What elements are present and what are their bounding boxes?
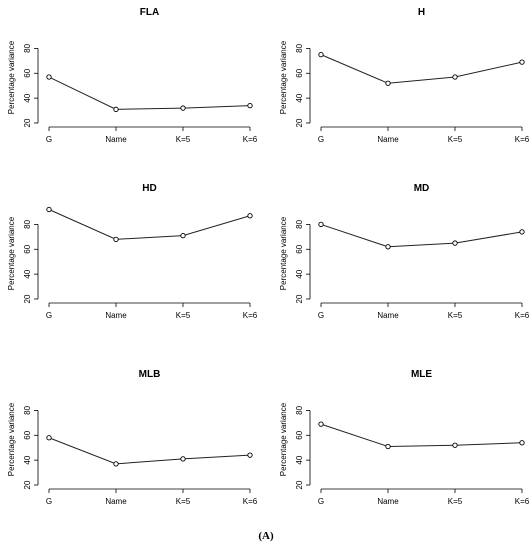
series-line [320,54,523,84]
y-tick-label: 80 [23,43,32,52]
chart-title: HD [142,183,156,194]
data-point [46,206,52,213]
data-point [113,106,119,112]
y-tick-label: 80 [23,219,32,228]
x-tick-label: K=6 [243,135,258,144]
chart-title: H [418,7,425,18]
x-tick-label: K=5 [176,135,191,144]
x-tick-label: G [318,311,324,320]
y-axis-label: Percentage variance [7,402,16,476]
x-tick-label: Name [105,135,127,144]
chart-panel-md: MD 20 40 60 80 Percentage variance G Name K=5 K=6 [279,183,530,320]
x-tick-label: K=5 [448,497,463,506]
x-tick-label: K=6 [515,135,530,144]
y-tick-label: 80 [295,219,304,228]
y-tick-label: 80 [295,43,304,52]
y-axis-label: Percentage variance [7,40,16,114]
x-tick-label: K=5 [448,311,463,320]
data-point [385,443,391,450]
y-tick-label: 20 [295,294,304,303]
y-tick-label: 60 [23,244,32,253]
y-tick-label: 20 [295,118,304,127]
y-tick-label: 60 [295,68,304,77]
data-point [318,221,324,228]
y-tick-label: 20 [23,294,32,303]
y-tick-label: 20 [23,480,32,489]
y-tick-label: 80 [295,405,304,414]
chart-title: MLB [139,369,161,380]
y-tick-label: 20 [23,118,32,127]
x-tick-label: K=6 [515,311,530,320]
chart-panel-mle: MLE 20 40 60 80 Percentage variance G Name K=5 K=… [279,369,530,506]
chart-title: MD [414,183,430,194]
x-tick-label: K=6 [515,497,530,506]
data-point [113,461,119,467]
y-axis-label: Percentage variance [7,216,16,290]
y-axis-label: Percentage variance [279,40,288,114]
data-point [46,435,52,441]
data-point [180,105,186,111]
data-point [113,236,119,242]
x-tick-label: K=6 [243,311,258,320]
data-point [247,102,253,109]
data-point [247,452,253,458]
y-tick-label: 60 [295,244,304,253]
series-line [48,209,251,240]
data-point [318,421,324,427]
x-tick-label: K=5 [448,135,463,144]
y-axis-label: Percentage variance [279,216,288,290]
y-tick-label: 80 [23,405,32,414]
x-tick-label: G [318,135,324,144]
chart-title: FLA [140,7,159,18]
data-point [452,442,458,448]
x-tick-label: K=5 [176,311,191,320]
x-tick-label: Name [377,311,399,320]
y-tick-label: 40 [295,269,304,278]
x-tick-label: Name [105,497,127,506]
y-tick-label: 40 [23,455,32,464]
chart-title: MLE [411,369,432,380]
data-point [519,229,525,235]
chart-panel-h: H 20 40 60 80 Percentage variance G Name K=5 K=6 [279,7,530,144]
series-line [320,223,523,248]
x-tick-label: Name [377,497,399,506]
data-point [180,232,186,239]
y-tick-label: 60 [295,430,304,439]
series-line [320,423,523,447]
x-tick-label: K=5 [176,497,191,506]
series-line [48,437,251,465]
x-tick-label: G [46,311,52,320]
y-tick-label: 60 [23,430,32,439]
x-tick-label: Name [105,311,127,320]
y-tick-label: 40 [23,269,32,278]
chart-panel-fla: FLA 20 40 60 80 Percentage variance G Name K=5 K=… [7,7,258,144]
x-tick-label: K=6 [243,497,258,506]
x-tick-label: G [318,497,324,506]
data-point [385,80,391,86]
data-point [385,244,391,250]
data-point [46,74,52,80]
data-point [247,213,253,219]
data-point [452,240,458,246]
y-tick-label: 40 [23,93,32,102]
series-line [48,76,251,110]
y-tick-label: 40 [295,455,304,464]
data-point [519,440,525,446]
x-tick-label: G [46,135,52,144]
data-point [519,59,525,65]
data-point [180,456,186,462]
chart-panel-hd: HD 20 40 60 80 Percentage variance G Name K=5 K=6 [7,183,258,320]
chart-panel-mlb: MLB 20 40 60 80 Percentage variance G Name K=5 K=… [7,369,258,506]
data-point [318,51,324,58]
y-tick-label: 60 [23,68,32,77]
figure-caption: (A) [258,530,274,542]
data-point [452,74,458,80]
y-axis-label: Percentage variance [279,402,288,476]
x-tick-label: Name [377,135,399,144]
y-tick-label: 40 [295,93,304,102]
y-tick-label: 20 [295,480,304,489]
x-tick-label: G [46,497,52,506]
